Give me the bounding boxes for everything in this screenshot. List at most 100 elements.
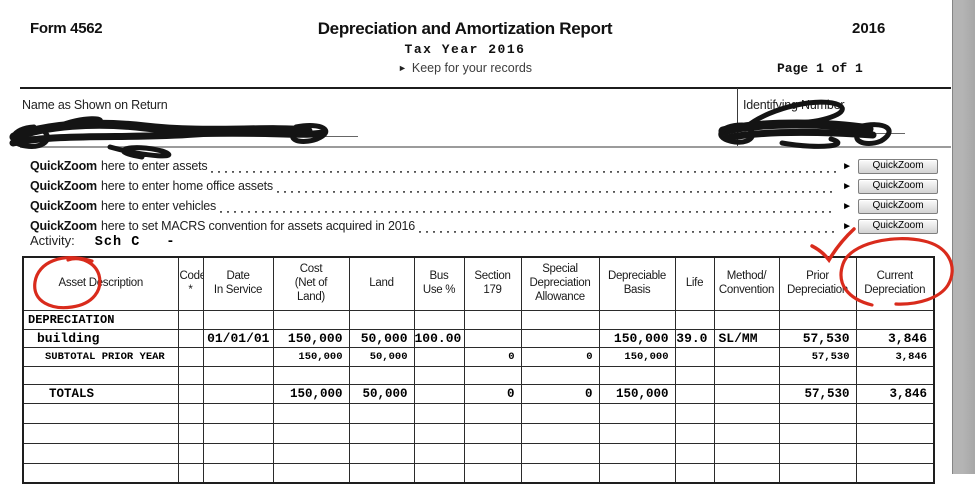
table-cell <box>855 442 935 464</box>
table-cell <box>520 442 600 464</box>
table-cell: SL/MM <box>713 328 780 348</box>
table-cell <box>463 328 522 348</box>
table-cell <box>598 442 676 464</box>
keep-note: Keep for your records <box>411 61 533 75</box>
quickzoom-section: QuickZoom here to enter assets ► QuickZoom Q… <box>30 156 938 236</box>
table-cell <box>598 422 676 444</box>
table-cell <box>674 383 715 404</box>
table-cell <box>22 442 179 464</box>
name-on-return-label: Name as Shown on Return <box>22 98 168 112</box>
window-background-strip <box>952 0 975 474</box>
depreciation-table-wrap: Asset DescriptionCode *Date In ServiceCo… <box>22 256 935 484</box>
table-cell <box>202 309 274 330</box>
table-cell <box>463 309 522 330</box>
table-cell: 50,000 <box>348 383 415 404</box>
table-cell <box>855 309 935 330</box>
column-header: Land <box>348 256 415 311</box>
table-cell <box>855 422 935 444</box>
table-cell <box>520 309 600 330</box>
quickzoom-button[interactable]: QuickZoom <box>858 178 938 194</box>
table-row-empty <box>22 442 935 464</box>
table-cell <box>348 402 415 424</box>
table-cell <box>413 462 465 484</box>
table-cell: SUBTOTAL PRIOR YEAR <box>22 346 179 367</box>
table-cell: 100.00 <box>413 328 465 348</box>
dotted-leader <box>211 161 837 173</box>
table-cell <box>713 309 780 330</box>
table-cell <box>22 422 179 444</box>
table-cell <box>713 402 780 424</box>
table-row-section: DEPRECIATION <box>22 309 935 330</box>
activity-label: Activity: <box>30 233 75 248</box>
table-cell <box>520 402 600 424</box>
table-cell <box>713 365 780 385</box>
name-field-underline <box>20 136 358 137</box>
table-cell: 0 <box>520 383 600 404</box>
pointer-arrow-icon: ► <box>397 63 407 73</box>
table-cell <box>272 365 350 385</box>
quickzoom-row-text: here to enter assets <box>100 159 208 173</box>
table-cell <box>463 462 522 484</box>
quickzoom-row-text: here to enter vehicles <box>100 199 217 213</box>
table-row-asset: building 01/01/01 150,000 50,000 100.00 150,0… <box>22 328 935 348</box>
table-cell <box>202 365 274 385</box>
table-cell <box>674 462 715 484</box>
column-header: Date In Service <box>202 256 274 311</box>
table-cell <box>348 422 415 444</box>
table-cell <box>674 365 715 385</box>
table-cell <box>413 422 465 444</box>
column-header: Bus Use % <box>413 256 465 311</box>
table-cell <box>22 462 179 484</box>
table-cell <box>272 462 350 484</box>
activity-value: Sch C <box>94 235 141 250</box>
table-cell <box>713 442 780 464</box>
table-row-subtotal: SUBTOTAL PRIOR YEAR 150,000 50,000 0 0 150,00… <box>22 346 935 367</box>
table-cell: 3,846 <box>855 328 935 348</box>
table-cell <box>202 442 274 464</box>
table-cell <box>463 365 522 385</box>
column-header: Special Depreciation Allowance <box>520 256 600 311</box>
activity-line: Activity: Sch C - <box>30 233 174 250</box>
quickzoom-button[interactable]: QuickZoom <box>858 218 938 234</box>
column-header: Current Depreciation <box>855 256 935 311</box>
table-cell <box>202 346 274 367</box>
table-cell: 3,846 <box>855 346 935 367</box>
quickzoom-row: QuickZoom here to enter home office asset… <box>30 176 938 196</box>
table-cell <box>778 402 857 424</box>
keep-for-records-line: ► Keep for your records <box>0 61 930 75</box>
table-cell <box>778 442 857 464</box>
table-cell <box>598 309 676 330</box>
table-cell <box>713 346 780 367</box>
table-cell: building <box>22 328 179 348</box>
table-cell <box>202 462 274 484</box>
table-cell <box>598 365 676 385</box>
table-cell <box>413 365 465 385</box>
table-cell <box>272 442 350 464</box>
table-cell: 01/01/01 <box>202 328 274 348</box>
table-cell: 0 <box>520 346 600 367</box>
quickzoom-row-text: here to set MACRS convention for assets … <box>100 219 415 233</box>
table-cell <box>177 462 204 484</box>
table-cell <box>520 365 600 385</box>
table-cell: 3,846 <box>855 383 935 404</box>
column-header: Depreciable Basis <box>598 256 676 311</box>
quickzoom-button[interactable]: QuickZoom <box>858 198 938 214</box>
table-cell <box>520 422 600 444</box>
report-table: Asset DescriptionCode *Date In ServiceCo… <box>22 256 935 484</box>
quickzoom-keyword: QuickZoom <box>30 199 97 213</box>
quickzoom-row: QuickZoom here to set MACRS convention fo… <box>30 216 938 236</box>
table-cell <box>674 422 715 444</box>
identity-bottom-rule <box>20 146 951 148</box>
table-cell <box>348 309 415 330</box>
table-cell <box>855 462 935 484</box>
identity-divider <box>737 88 738 147</box>
table-row-spacer <box>22 365 935 385</box>
quickzoom-button[interactable]: QuickZoom <box>858 158 938 174</box>
table-cell: 150,000 <box>272 383 350 404</box>
table-cell <box>348 442 415 464</box>
quickzoom-keyword: QuickZoom <box>30 159 97 173</box>
table-cell <box>713 383 780 404</box>
table-cell: 57,530 <box>778 346 857 367</box>
table-cell <box>598 462 676 484</box>
